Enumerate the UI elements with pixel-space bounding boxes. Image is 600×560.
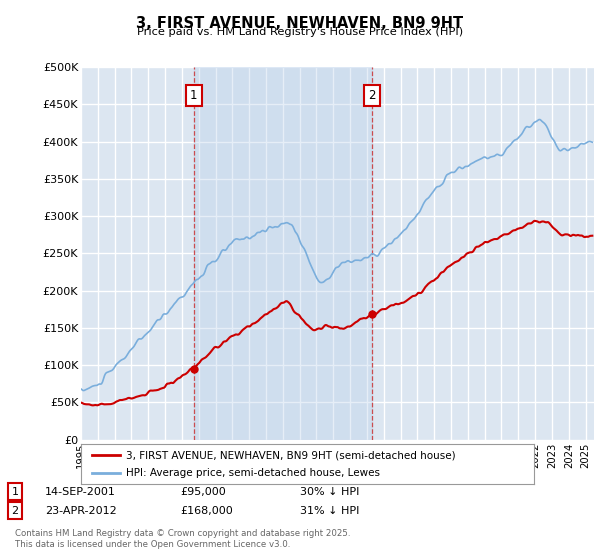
Text: 1: 1	[11, 487, 19, 497]
Text: 31% ↓ HPI: 31% ↓ HPI	[300, 506, 359, 516]
Text: 2: 2	[368, 89, 376, 102]
Text: 2: 2	[11, 506, 19, 516]
Text: 30% ↓ HPI: 30% ↓ HPI	[300, 487, 359, 497]
Text: 23-APR-2012: 23-APR-2012	[45, 506, 117, 516]
Text: 3, FIRST AVENUE, NEWHAVEN, BN9 9HT (semi-detached house): 3, FIRST AVENUE, NEWHAVEN, BN9 9HT (semi…	[127, 450, 456, 460]
Text: Contains HM Land Registry data © Crown copyright and database right 2025.
This d: Contains HM Land Registry data © Crown c…	[15, 529, 350, 549]
Text: 1: 1	[190, 89, 197, 102]
Text: HPI: Average price, semi-detached house, Lewes: HPI: Average price, semi-detached house,…	[127, 468, 380, 478]
Text: Price paid vs. HM Land Registry's House Price Index (HPI): Price paid vs. HM Land Registry's House …	[137, 27, 463, 37]
Text: 3, FIRST AVENUE, NEWHAVEN, BN9 9HT: 3, FIRST AVENUE, NEWHAVEN, BN9 9HT	[136, 16, 464, 31]
Text: 14-SEP-2001: 14-SEP-2001	[45, 487, 116, 497]
Bar	[194, 67, 372, 440]
Text: £168,000: £168,000	[180, 506, 233, 516]
Text: £95,000: £95,000	[180, 487, 226, 497]
